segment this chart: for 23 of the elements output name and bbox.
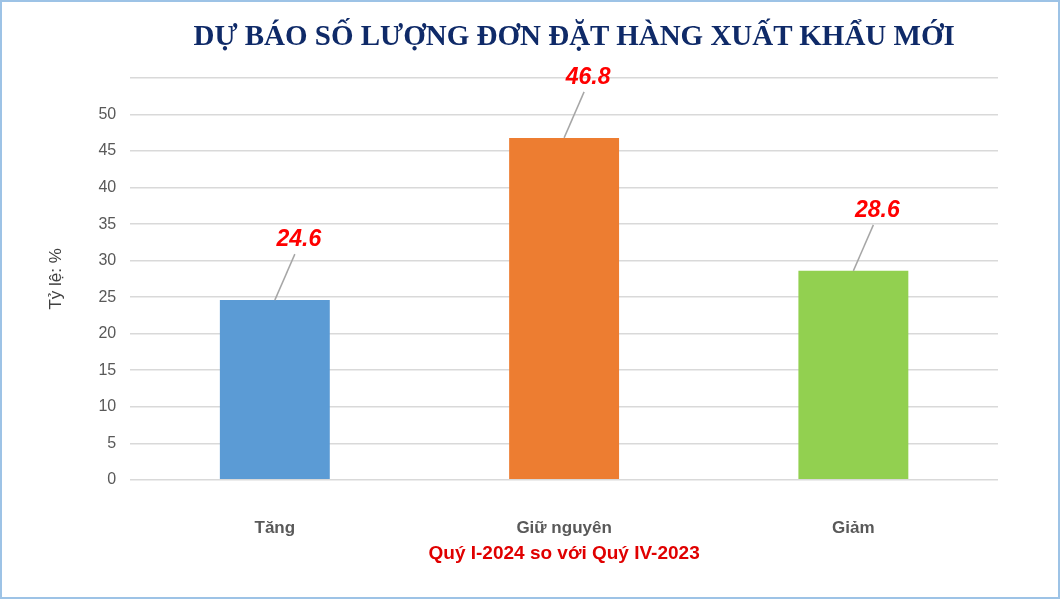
y-tick-label: 25: [98, 287, 117, 305]
y-tick-label: 15: [98, 360, 117, 378]
y-tick-label: 20: [98, 324, 117, 342]
y-tick-label: 50: [98, 104, 117, 122]
bar: [219, 300, 330, 480]
y-tick-label: 45: [98, 141, 117, 159]
data-label: 28.6: [853, 196, 900, 223]
x-tick-label: Giữ nguyên: [516, 517, 612, 537]
y-tick-label: 40: [98, 177, 117, 195]
x-tick-label: Giảm: [832, 517, 875, 537]
y-tick-label: 5: [107, 433, 117, 451]
bar: [798, 270, 909, 480]
y-tick-label: 10: [98, 397, 117, 415]
data-label: 24.6: [275, 225, 322, 252]
y-tick-label: 0: [107, 470, 117, 488]
bar: [509, 137, 620, 480]
chart-title: DỰ BÁO SỐ LƯỢNG ĐƠN ĐẶT HÀNG XUẤT KHẨU MỚI: [193, 18, 955, 52]
y-axis-title: Tỷ lệ: %: [45, 248, 65, 310]
x-tick-label: Tăng: [254, 517, 296, 537]
data-label: 46.8: [564, 63, 611, 90]
y-tick-label: 30: [98, 251, 117, 269]
y-tick-label: 35: [98, 214, 117, 232]
x-axis-title: Quý I-2024 so với Quý IV-2023: [428, 541, 700, 563]
